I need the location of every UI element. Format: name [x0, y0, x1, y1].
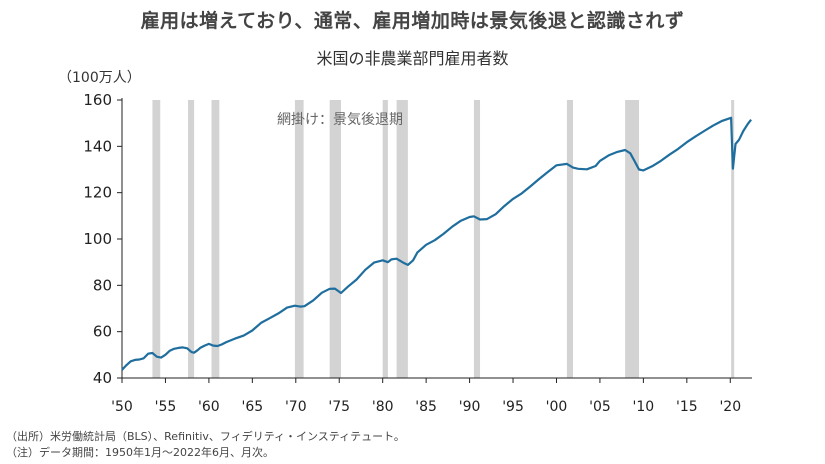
series-group: [121, 116, 752, 371]
recession-band-3: [294, 100, 304, 378]
y-tick-label-140: 140: [83, 137, 112, 155]
y-tick-label-40: 40: [93, 369, 112, 387]
x-tick-label-1985: '85: [415, 399, 437, 415]
recession-shading-group: [152, 100, 735, 378]
recession-band-9: [625, 100, 640, 378]
recession-band-4: [329, 100, 341, 378]
x-tick-label-1965: '65: [242, 399, 264, 415]
x-tick-label-1950: '50: [111, 399, 133, 415]
y-tick-label-100: 100: [83, 230, 112, 248]
x-tick-label-2010: '10: [633, 399, 655, 415]
y-tick-label-160: 160: [83, 91, 112, 109]
x-tick-label-1990: '90: [459, 399, 481, 415]
y-tick-label-120: 120: [83, 184, 112, 202]
recession-band-7: [473, 100, 481, 378]
x-tick-label-1970: '70: [285, 399, 307, 415]
recession-band-1: [188, 100, 195, 378]
recession-band-8: [566, 100, 573, 378]
x-tick-label-1955: '55: [155, 399, 177, 415]
x-tick-label-2015: '15: [676, 399, 698, 415]
recession-annotation: 網掛け：景気後退期: [277, 112, 403, 128]
axes-group: 40 60 80 100 120 140 160 '50 '55 '60 '65 '70 '75 '80 '…: [83, 91, 752, 415]
y-axis-unit-label: （100万人）: [58, 70, 141, 86]
headline: 雇用は増えており、通常、雇用増加時は景気後退と認識されず: [140, 10, 685, 32]
recession-band-2: [211, 100, 220, 378]
x-tick-label-2000: '00: [546, 399, 568, 415]
y-tick-label-60: 60: [93, 323, 112, 341]
recession-band-5: [382, 100, 388, 378]
source-note: （出所）米労働統計局（BLS）、Refinitiv、フィデリティ・インスティテュ…: [6, 430, 405, 443]
x-tick-label-2020: '20: [719, 399, 741, 415]
recession-band-10: [731, 100, 735, 378]
x-tick-label-1960: '60: [198, 399, 220, 415]
x-tick-label-1975: '75: [328, 399, 350, 415]
x-tick-label-1995: '95: [502, 399, 524, 415]
y-tick-label-80: 80: [93, 276, 112, 294]
recession-band-0: [152, 100, 161, 378]
data-period-note: （注）データ期間：1950年1月〜2022年6月、月次。: [6, 446, 274, 459]
x-tick-label-1980: '80: [372, 399, 394, 415]
x-tick-label-2005: '05: [589, 399, 611, 415]
recession-band-6: [396, 100, 408, 378]
chart-title: 米国の非農業部門雇用者数: [316, 49, 509, 68]
